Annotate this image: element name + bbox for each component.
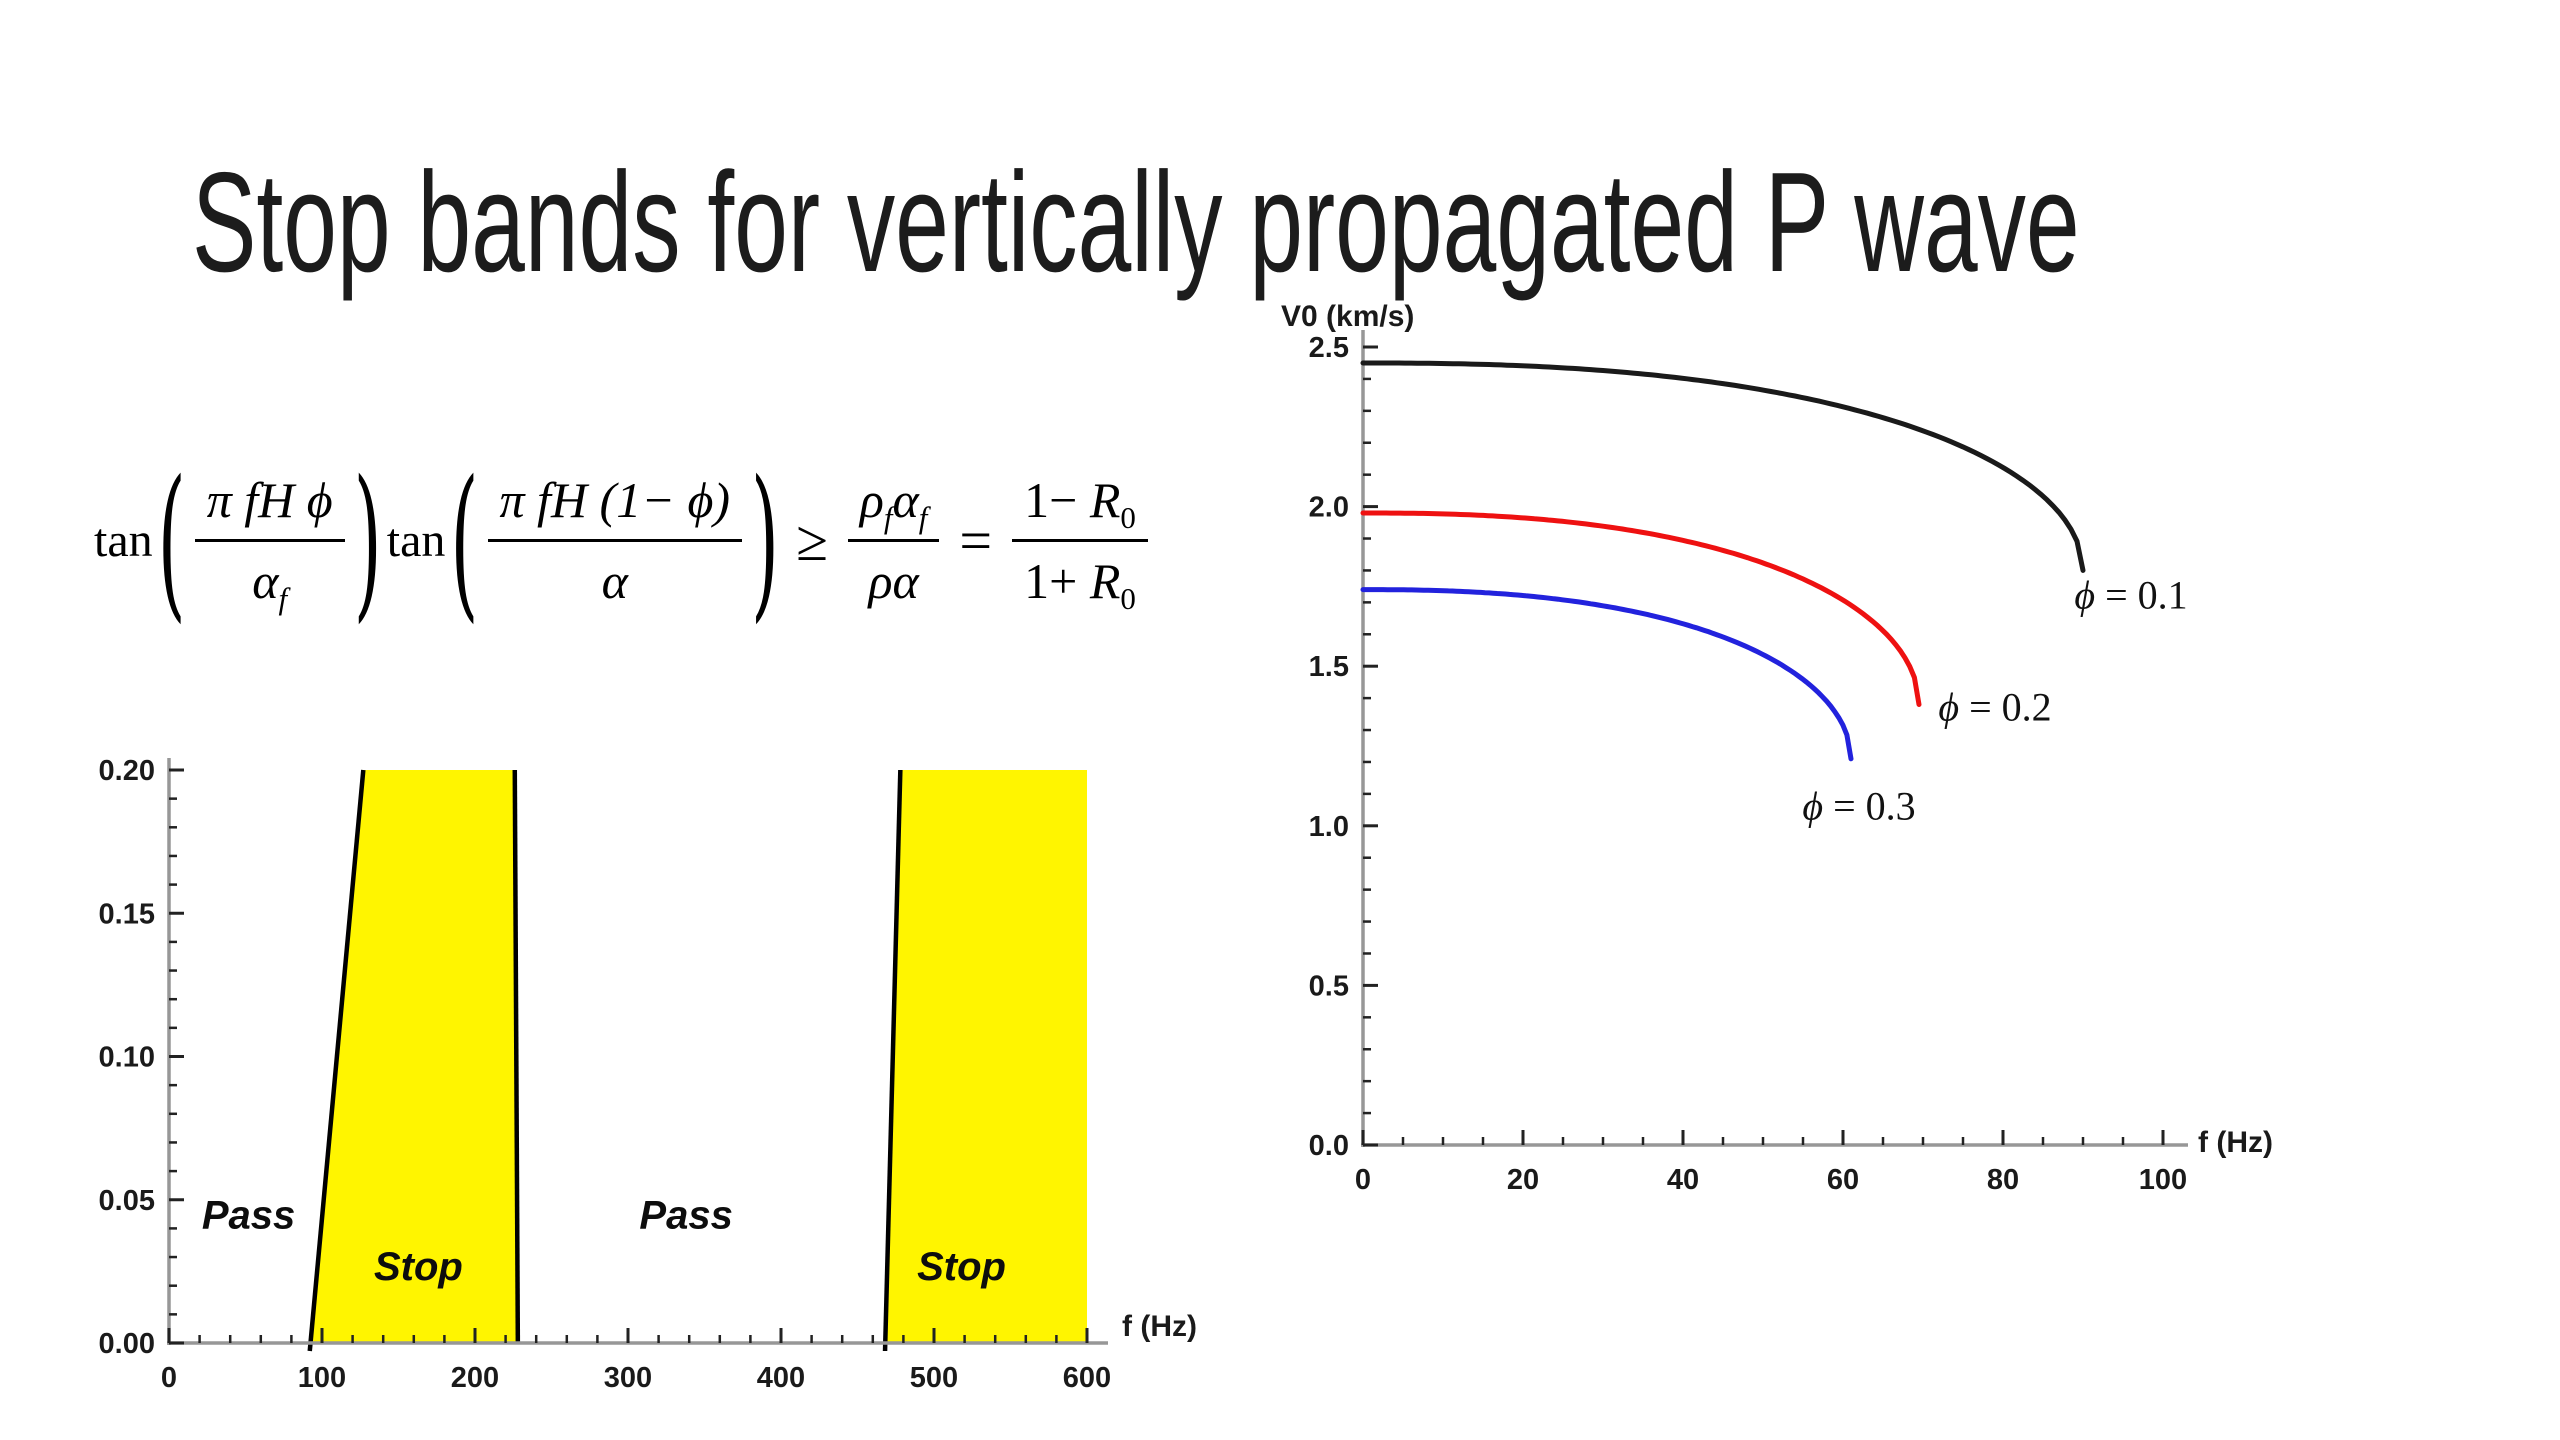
one-minus: 1−: [1024, 472, 1090, 528]
svg-text:100: 100: [2139, 1164, 2187, 1196]
alpha-symbol: α: [252, 553, 279, 609]
stop-band-inequality-formula: tan ( π fH ϕ αf ) tan ( π fH (1− ϕ) α ) …: [92, 428, 1154, 653]
svg-text:1.0: 1.0: [1309, 811, 1349, 843]
svg-text:0.10: 0.10: [99, 1042, 155, 1074]
fraction-denominator: 1+ R0: [1024, 542, 1136, 614]
stop-band-2: [882, 769, 1087, 1352]
fraction-numerator: π fH ϕ: [194, 471, 345, 542]
svg-text:500: 500: [910, 1362, 958, 1394]
dispersion-axes: 0 20 40 60 80 100 0.0 0.5 1.0 1.5 2.0 2.5: [1309, 330, 2188, 1196]
slide-title: Stop bands for vertically propagated P w…: [192, 143, 2080, 302]
stop-band-1: [307, 769, 521, 1352]
fraction-numerator: π fH (1− ϕ): [487, 471, 742, 542]
stop-band-1-right-edge: [512, 769, 521, 1344]
fraction-denominator: ρα: [868, 553, 919, 609]
svg-text:600: 600: [1063, 1362, 1111, 1394]
svg-text:40: 40: [1667, 1164, 1699, 1196]
series-label-phi-0.1: ϕ = 0.1: [2074, 573, 2187, 618]
subscript-f: f: [918, 500, 928, 535]
stop-band-1-left-edge: [307, 769, 366, 1352]
svg-text:100: 100: [298, 1362, 346, 1394]
fraction-denominator: α: [601, 553, 628, 609]
curve-phi-0.1: [1360, 360, 2086, 573]
svg-text:60: 60: [1827, 1164, 1859, 1196]
svg-text:0.05: 0.05: [99, 1185, 155, 1217]
fraction-numerator: ρfαf: [847, 471, 940, 542]
open-paren-icon: (: [450, 443, 479, 638]
svg-text:0.0: 0.0: [1309, 1130, 1349, 1162]
dispersion-y-axis-label: V0 (km/s): [1281, 300, 1414, 333]
fraction-denominator: αf: [252, 542, 287, 614]
svg-text:80: 80: [1987, 1164, 2019, 1196]
subscript-f: f: [883, 500, 893, 535]
region-label-stop-1: Stop: [374, 1245, 463, 1289]
one-plus: 1+: [1024, 553, 1090, 609]
svg-text:2.5: 2.5: [1309, 332, 1349, 364]
close-paren-icon: ): [353, 443, 382, 638]
fraction-pi-fh-one-minus-phi: π fH (1− ϕ) α: [487, 471, 742, 610]
svg-text:0.5: 0.5: [1309, 970, 1349, 1002]
svg-text:1.5: 1.5: [1309, 651, 1349, 683]
svg-text:0.15: 0.15: [99, 898, 155, 930]
region-label-pass-0: Pass: [202, 1193, 295, 1237]
svg-text:2.0: 2.0: [1309, 492, 1349, 524]
fraction-numerator: 1− R0: [1012, 471, 1148, 542]
rho-symbol: ρ: [859, 472, 884, 528]
svg-text:20: 20: [1507, 1164, 1539, 1196]
stopband-x-axis-label: f (Hz): [1122, 1310, 1197, 1343]
subscript-zero: 0: [1120, 581, 1136, 616]
r-symbol: R: [1089, 553, 1121, 609]
region-label-stop-3: Stop: [917, 1245, 1006, 1289]
open-paren-icon: (: [157, 443, 186, 638]
svg-text:200: 200: [451, 1362, 499, 1394]
fraction-rho-alpha: ρfαf ρα: [847, 471, 940, 610]
dispersion-curves-chart: 0 20 40 60 80 100 0.0 0.5 1.0 1.5 2.0 2.5 f (Hz) V0 (…: [1281, 300, 2273, 1196]
svg-text:0.20: 0.20: [99, 755, 155, 787]
curve-phi-0.3: [1360, 587, 1854, 762]
subscript-f: f: [278, 581, 288, 616]
dispersion-x-axis-label: f (Hz): [2198, 1126, 2273, 1159]
stopband-axes: 0 100 200 300 400 500 600 0.00 0.05 0.10 0.15 0.20: [99, 755, 1112, 1394]
equals-sign: =: [959, 508, 993, 573]
fraction-pi-fh-phi: π fH ϕ αf: [194, 471, 345, 614]
stop-band-chart: 0 100 200 300 400 500 600 0.00 0.05 0.10 0.15 0.20 f…: [99, 755, 1197, 1394]
svg-text:400: 400: [757, 1362, 805, 1394]
series-label-phi-0.2: ϕ = 0.2: [1938, 684, 2051, 729]
r-symbol: R: [1089, 472, 1121, 528]
svg-text:0.00: 0.00: [99, 1328, 155, 1360]
close-paren-icon: ): [750, 443, 780, 638]
svg-text:300: 300: [604, 1362, 652, 1394]
series-label-phi-0.3: ϕ = 0.3: [1802, 783, 1915, 828]
curve-phi-0.2: [1360, 510, 1922, 707]
tan-operator-left: tan: [94, 514, 153, 567]
region-label-pass-2: Pass: [639, 1193, 732, 1237]
svg-text:0: 0: [1355, 1164, 1371, 1196]
stop-band-2-left-edge: [882, 769, 903, 1352]
svg-text:0: 0: [161, 1362, 177, 1394]
subscript-zero: 0: [1120, 500, 1136, 535]
greater-equal-sign: ≥: [796, 508, 828, 573]
tan-operator-right: tan: [386, 514, 446, 567]
fraction-reflection-coefficient: 1− R0 1+ R0: [1012, 471, 1148, 614]
alpha-symbol: α: [892, 472, 919, 528]
